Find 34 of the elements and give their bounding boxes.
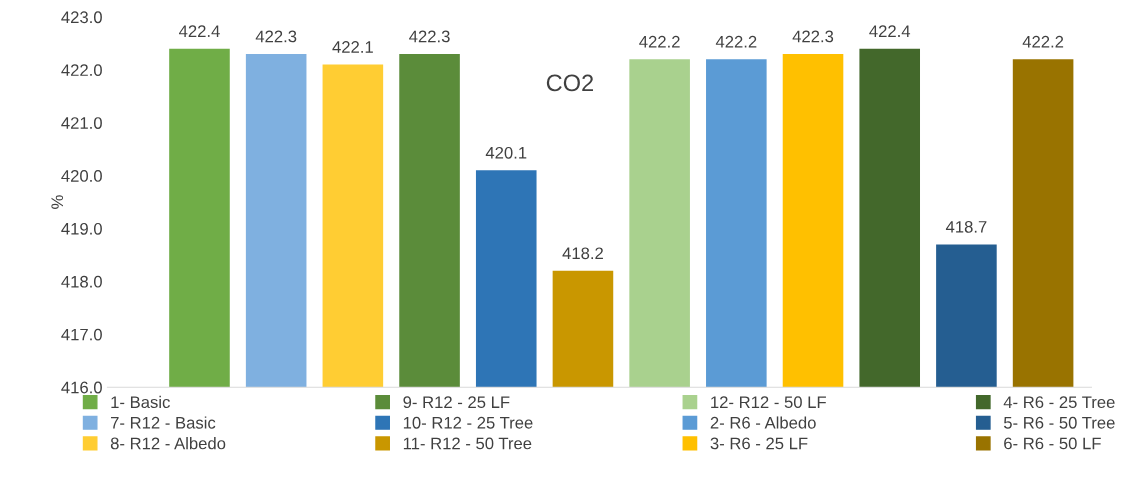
data-label: 420.1: [485, 146, 527, 159]
legend-label: 3- R6 - 25 LF: [710, 437, 808, 450]
y-tick-label: 420.0: [61, 170, 102, 182]
y-tick-label: 418.0: [61, 275, 102, 288]
data-label: 422.1: [332, 41, 373, 53]
y-axis-title: %: [51, 195, 64, 209]
legend-label: 4- R6 - 25 Tree: [1003, 396, 1115, 409]
data-label: 418.7: [945, 220, 987, 233]
legend-label: 9- R12 - 25 LF: [403, 396, 510, 409]
y-tick-label: 419.0: [61, 222, 102, 235]
legend-label: 6- R6 - 50 LF: [1004, 437, 1101, 450]
legend-label: 5- R6 - 50 Tree: [1003, 416, 1115, 429]
legend-label: 8- R12 - Albedo: [110, 437, 226, 450]
legend-label: 2- R6 - Albedo: [710, 416, 816, 429]
data-label: 418.2: [562, 247, 603, 260]
text: CO2: [546, 74, 593, 92]
y-tick-label: 421.0: [61, 117, 102, 129]
y-tick-label: 416.0: [61, 381, 102, 394]
data-label: 422.2: [639, 35, 680, 48]
legend-label: 11- R12 - 50 Tree: [403, 437, 532, 450]
legend-label: 10- R12 - 25 Tree: [403, 416, 533, 429]
y-tick-label: 422.0: [61, 64, 102, 77]
legend-label: 7- R12 - Basic: [111, 416, 216, 429]
data-label: 422.3: [255, 30, 297, 43]
data-label: 422.4: [869, 25, 911, 37]
y-tick-label: 417.0: [61, 328, 102, 341]
data-label: 422.2: [1022, 35, 1064, 48]
data-label: 422.3: [409, 30, 450, 43]
legend-label: 12- R12 - 50 LF: [711, 396, 826, 409]
data-label: 422.4: [179, 25, 220, 37]
data-label: 422.3: [792, 30, 834, 43]
y-tick-label: 423.0: [61, 11, 102, 24]
legend-label: 1- Basic: [111, 395, 170, 409]
data-label: 422.2: [715, 35, 757, 48]
